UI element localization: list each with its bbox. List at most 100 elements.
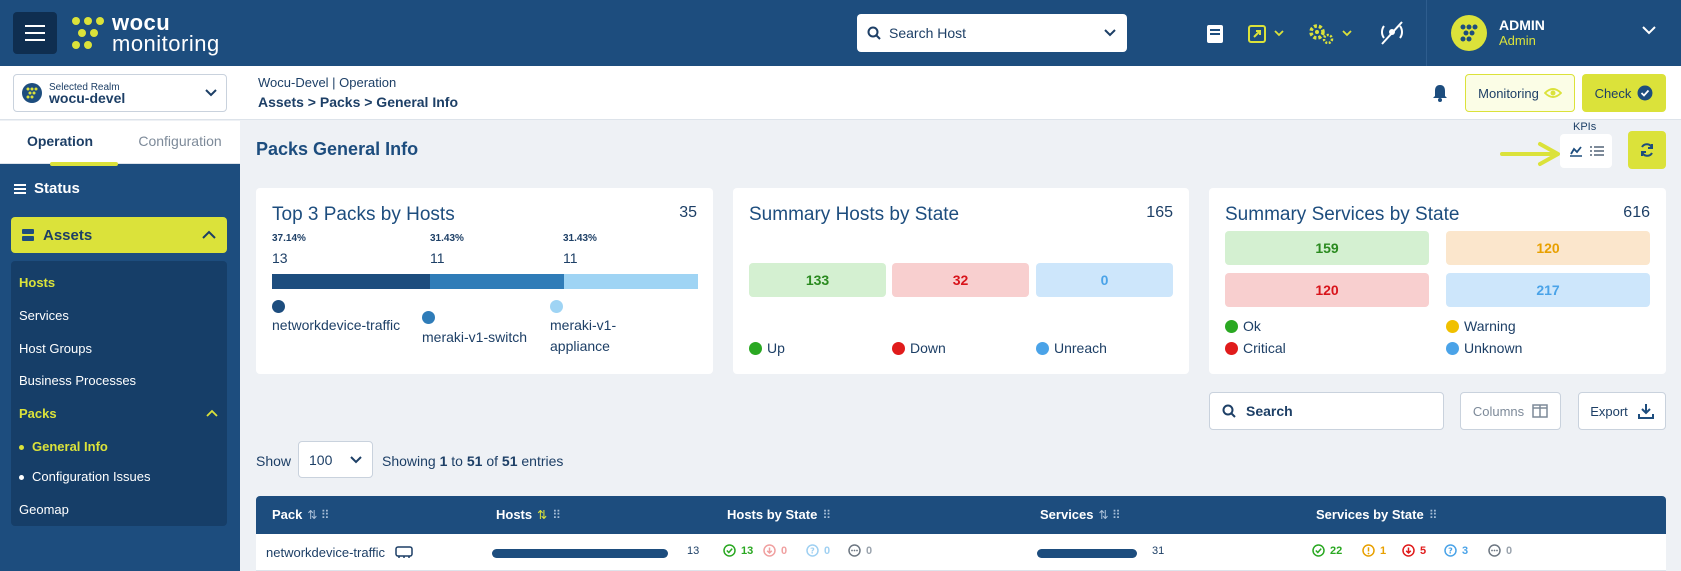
services-critical-state[interactable]: 5 xyxy=(1402,544,1426,557)
tab-configuration[interactable]: Configuration xyxy=(138,133,222,149)
pack-name[interactable]: networkdevice-traffic xyxy=(272,317,401,333)
column-header-services[interactable]: Services ⇅ ⠿ xyxy=(1040,507,1121,522)
breadcrumb[interactable]: Assets > Packs > General Info xyxy=(258,94,458,110)
page-size-select[interactable]: 100 xyxy=(298,441,373,478)
pack-share-segment xyxy=(564,274,698,289)
sub-bar: Selected Realm wocu-devel Wocu-Devel | O… xyxy=(0,66,1681,120)
services-ok-count[interactable]: 159 xyxy=(1225,231,1429,265)
hosts-summary-card: Summary Hosts by State 165 133 32 0 Up D… xyxy=(733,188,1189,374)
sidebar-item-hosts[interactable]: Hosts xyxy=(19,275,56,290)
no-signal-icon[interactable] xyxy=(1378,20,1406,46)
table-row[interactable]: networkdevice-traffic 13 13 0 ? 0 0 31 2… xyxy=(256,534,1666,571)
legend-unreach: Unreach xyxy=(1036,340,1107,356)
pack-percent: 37.14% xyxy=(272,233,306,244)
services-summary-card: Summary Services by State 616 159 120 12… xyxy=(1209,188,1666,374)
card-total: 616 xyxy=(1623,204,1650,221)
brand-logo[interactable]: wocu monitoring xyxy=(112,10,220,56)
pack-share-segment xyxy=(272,274,430,289)
services-unknown-count[interactable]: 217 xyxy=(1446,273,1650,307)
assets-submenu: Hosts Services Host Groups Business Proc… xyxy=(11,261,227,526)
hosts-pending-state[interactable]: 0 xyxy=(848,544,872,557)
check-label: Check xyxy=(1594,85,1632,101)
card-total: 165 xyxy=(1146,204,1173,221)
bell-icon[interactable] xyxy=(1432,84,1448,102)
columns-icon xyxy=(1532,404,1548,418)
sidebar-item-services[interactable]: Services xyxy=(19,308,69,323)
table-search-placeholder: Search xyxy=(1246,403,1293,419)
services-warning-count[interactable]: 120 xyxy=(1446,231,1650,265)
hosts-up-count[interactable]: 133 xyxy=(749,263,886,297)
realm-selector[interactable]: Selected Realm wocu-devel xyxy=(13,74,227,112)
chevron-down-icon[interactable] xyxy=(1274,30,1284,37)
legend-warning: Warning xyxy=(1446,318,1516,334)
page-title: Packs General Info xyxy=(256,139,419,159)
legend-dot xyxy=(272,300,285,313)
network-device-icon xyxy=(395,546,413,558)
search-icon xyxy=(1222,404,1236,418)
sidebar-item-general-info[interactable]: General Info xyxy=(19,439,108,454)
eye-icon xyxy=(1543,88,1562,98)
arrow-pointer-icon xyxy=(1500,142,1560,166)
check-circle-icon xyxy=(723,544,736,557)
cell-pack-name[interactable]: networkdevice-traffic xyxy=(266,545,385,560)
external-link-icon[interactable] xyxy=(1247,24,1267,44)
hosts-up-state[interactable]: 13 xyxy=(723,544,753,557)
hosts-unreach-state[interactable]: ? 0 xyxy=(806,544,830,557)
entries-info: Showing 1 to 51 of 51 entries xyxy=(382,453,564,469)
columns-button[interactable]: Columns xyxy=(1460,392,1561,430)
kpis-view-toggle[interactable] xyxy=(1560,134,1612,168)
question-circle-icon: ? xyxy=(1444,544,1457,557)
top-bar: wocu monitoring Search Host ADMIN Admin xyxy=(0,0,1681,66)
pack-name[interactable]: meraki-v1-switch xyxy=(422,329,528,345)
hosts-down-count[interactable]: 32 xyxy=(892,263,1029,297)
chevron-down-icon[interactable] xyxy=(1342,30,1352,37)
check-circle-icon xyxy=(1637,85,1653,101)
hosts-unreach-count[interactable]: 0 xyxy=(1036,263,1173,297)
legend-unknown: Unknown xyxy=(1446,340,1522,356)
search-icon xyxy=(867,26,881,40)
chart-line-icon[interactable] xyxy=(1569,145,1583,157)
arrow-down-circle-icon xyxy=(1402,544,1415,557)
chevron-up-icon xyxy=(202,230,216,239)
column-header-services-by-state[interactable]: Services by State ⠿ xyxy=(1316,507,1438,522)
services-pending-state[interactable]: 0 xyxy=(1488,544,1512,557)
svg-text:?: ? xyxy=(1448,547,1453,556)
check-button[interactable]: Check xyxy=(1582,74,1666,112)
services-critical-count[interactable]: 120 xyxy=(1225,273,1429,307)
services-ok-state[interactable]: 22 xyxy=(1312,544,1342,557)
card-title: Top 3 Packs by Hosts xyxy=(272,204,455,225)
services-warning-state[interactable]: 1 xyxy=(1362,544,1386,557)
menu-toggle-button[interactable] xyxy=(13,12,57,54)
sidebar-item-configuration-issues[interactable]: Configuration Issues xyxy=(19,469,151,484)
services-unknown-state[interactable]: ? 3 xyxy=(1444,544,1468,557)
monitoring-button[interactable]: Monitoring xyxy=(1465,74,1575,112)
cell-services-count: 31 xyxy=(1152,545,1165,557)
book-icon[interactable] xyxy=(1206,24,1224,44)
sidebar-item-business-processes[interactable]: Business Processes xyxy=(19,373,137,388)
card-title: Summary Hosts by State xyxy=(749,204,960,225)
sidebar-item-status[interactable]: Status xyxy=(14,180,80,197)
refresh-button[interactable] xyxy=(1628,131,1666,169)
column-header-hosts[interactable]: Hosts ⇅ ⠿ xyxy=(496,507,561,522)
user-menu[interactable]: ADMIN Admin xyxy=(1426,0,1681,66)
column-header-hosts-by-state[interactable]: Hosts by State ⠿ xyxy=(727,507,832,522)
wocu-logo-icon xyxy=(72,17,104,49)
gears-icon[interactable] xyxy=(1308,23,1334,45)
sidebar-item-host-groups[interactable]: Host Groups xyxy=(19,341,92,356)
export-button[interactable]: Export xyxy=(1578,392,1666,430)
sidebar-item-assets[interactable]: Assets xyxy=(11,217,227,253)
table-search-input[interactable]: Search xyxy=(1209,392,1444,430)
search-host-dropdown[interactable]: Search Host xyxy=(857,14,1127,52)
ellipsis-circle-icon xyxy=(1488,544,1501,557)
question-circle-icon: ? xyxy=(806,544,819,557)
realm-value: wocu-devel xyxy=(49,90,126,106)
sidebar-item-packs[interactable]: Packs xyxy=(19,406,219,421)
column-header-pack[interactable]: Pack ⇅ ⠿ xyxy=(272,507,330,522)
list-icon[interactable] xyxy=(1589,145,1604,157)
breadcrumb-context: Wocu-Devel | Operation xyxy=(258,75,397,90)
sidebar-item-geomap[interactable]: Geomap xyxy=(19,502,69,517)
hosts-down-state[interactable]: 0 xyxy=(763,544,787,557)
tab-operation[interactable]: Operation xyxy=(26,133,94,149)
sidebar-item-label: Packs xyxy=(19,406,57,421)
pack-name[interactable]: meraki-v1-appliance xyxy=(550,317,617,354)
